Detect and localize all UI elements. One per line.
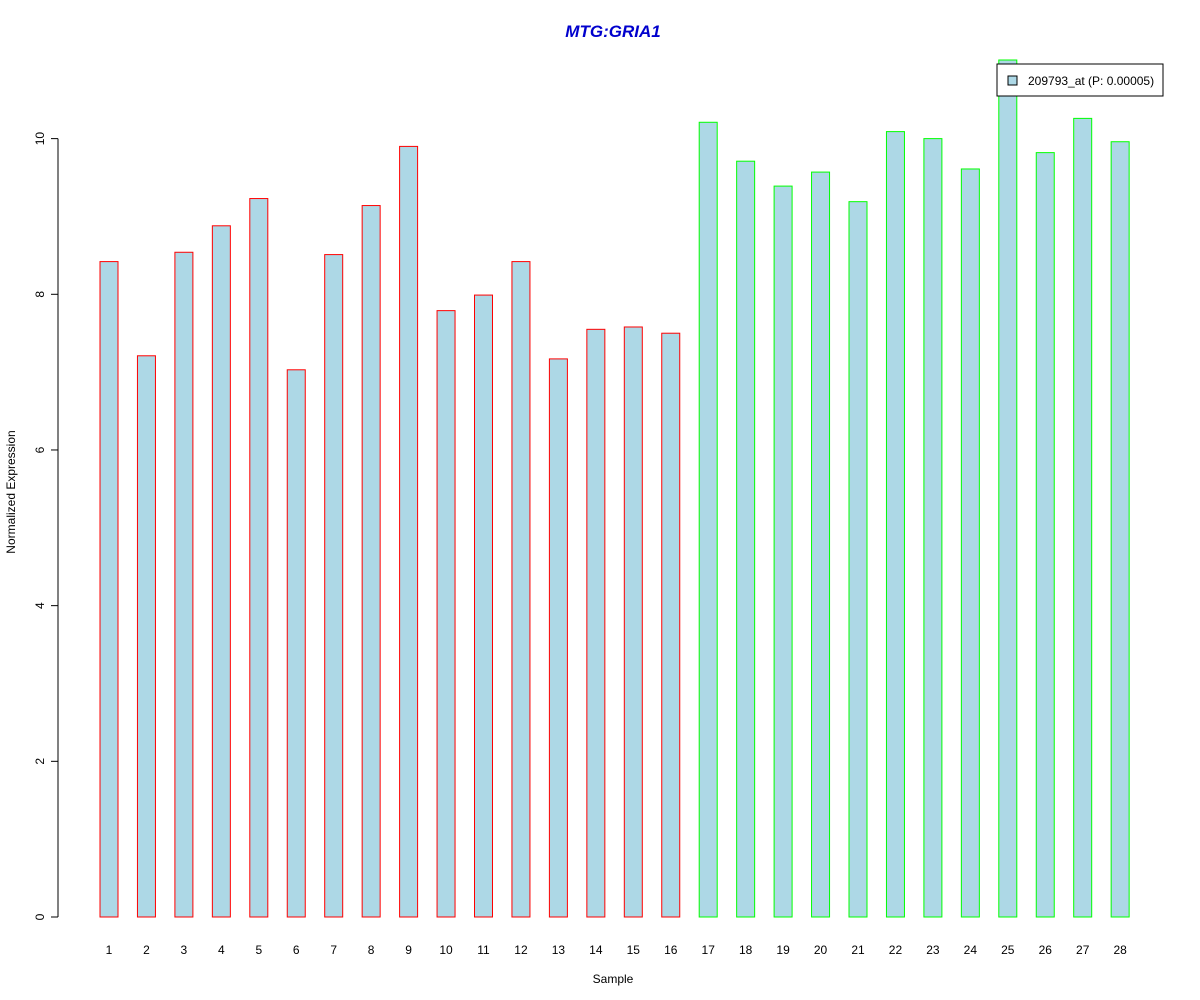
y-tick-label: 6 bbox=[33, 446, 47, 453]
y-tick-label: 8 bbox=[33, 291, 47, 298]
bar bbox=[249, 198, 269, 918]
bar bbox=[324, 254, 344, 918]
bar bbox=[474, 294, 493, 918]
x-tick-label: 19 bbox=[776, 943, 790, 957]
x-tick-label: 15 bbox=[627, 943, 641, 957]
bar bbox=[174, 251, 194, 918]
y-axis: 0 2 4 6 8 10 bbox=[33, 132, 59, 920]
x-tick-label: 14 bbox=[589, 943, 603, 957]
y-axis-label: Normalized Expression bbox=[4, 430, 18, 553]
bar bbox=[661, 332, 681, 918]
x-tick-label: 16 bbox=[664, 943, 678, 957]
x-tick-labels: 1 2 3 4 5 6 7 8 9 10 11 12 13 14 15 16 17 18 19 20 21 22 23 24 2… bbox=[106, 943, 1127, 957]
x-tick-label: 13 bbox=[552, 943, 566, 957]
legend: 209793_at (P: 0.00005) bbox=[996, 63, 1164, 97]
x-tick-label: 9 bbox=[405, 943, 412, 957]
bar bbox=[586, 328, 606, 918]
bar bbox=[736, 160, 756, 918]
x-tick-label: 24 bbox=[964, 943, 978, 957]
x-tick-label: 21 bbox=[851, 943, 865, 957]
bar bbox=[436, 310, 456, 918]
x-axis-label: Sample bbox=[593, 972, 634, 986]
x-tick-label: 8 bbox=[368, 943, 375, 957]
bar bbox=[211, 225, 231, 918]
x-tick-label: 27 bbox=[1076, 943, 1090, 957]
bar bbox=[960, 168, 980, 918]
x-tick-label: 26 bbox=[1039, 943, 1053, 957]
y-tick-label: 10 bbox=[33, 132, 47, 146]
bar bbox=[399, 145, 419, 918]
x-tick-label: 10 bbox=[439, 943, 453, 957]
x-tick-label: 2 bbox=[143, 943, 150, 957]
bar bbox=[923, 138, 943, 918]
x-tick-label: 6 bbox=[293, 943, 300, 957]
x-tick-label: 22 bbox=[889, 943, 903, 957]
x-tick-label: 23 bbox=[926, 943, 940, 957]
bars bbox=[99, 59, 1130, 918]
bar bbox=[361, 205, 381, 918]
bar bbox=[511, 261, 531, 918]
bar bbox=[286, 369, 306, 918]
bar bbox=[1035, 152, 1055, 918]
x-tick-label: 4 bbox=[218, 943, 225, 957]
bar bbox=[998, 59, 1018, 918]
bar bbox=[811, 171, 831, 918]
bar bbox=[848, 201, 868, 918]
y-tick-label: 2 bbox=[33, 758, 47, 765]
x-tick-label: 28 bbox=[1113, 943, 1127, 957]
x-tick-label: 3 bbox=[181, 943, 188, 957]
legend-swatch bbox=[1007, 75, 1018, 86]
bar bbox=[1110, 141, 1130, 918]
y-tick-label: 4 bbox=[33, 602, 47, 609]
x-tick-label: 12 bbox=[514, 943, 528, 957]
bar bbox=[698, 121, 718, 918]
bar bbox=[1073, 117, 1093, 918]
bar bbox=[99, 261, 119, 918]
x-tick-label: 17 bbox=[702, 943, 716, 957]
x-tick-label: 5 bbox=[255, 943, 262, 957]
bar bbox=[773, 185, 793, 918]
bar bbox=[136, 355, 156, 918]
x-tick-label: 25 bbox=[1001, 943, 1015, 957]
bar bbox=[623, 326, 643, 918]
chart-title: MTG:GRIA1 bbox=[565, 22, 660, 41]
x-tick-label: 18 bbox=[739, 943, 753, 957]
x-tick-label: 7 bbox=[330, 943, 337, 957]
y-tick-label: 0 bbox=[33, 913, 47, 920]
legend-label: 209793_at (P: 0.00005) bbox=[1028, 74, 1154, 88]
x-tick-label: 20 bbox=[814, 943, 828, 957]
x-tick-label: 11 bbox=[477, 943, 490, 957]
bar bbox=[548, 358, 568, 918]
legend-box bbox=[996, 63, 1164, 97]
x-tick-label: 1 bbox=[106, 943, 113, 957]
bar bbox=[885, 131, 905, 918]
